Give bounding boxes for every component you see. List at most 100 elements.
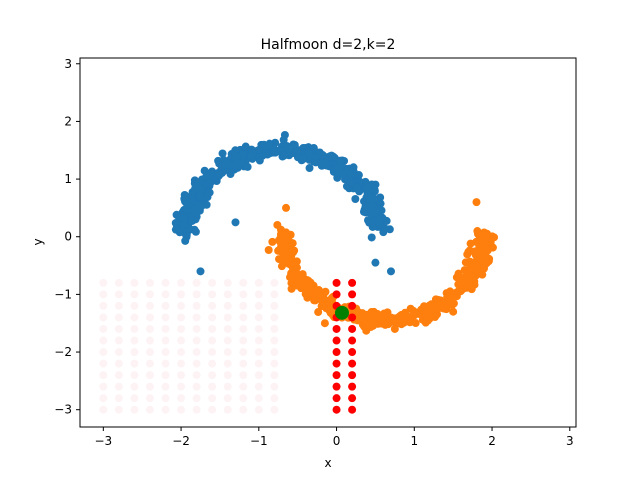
lower-moon-point bbox=[314, 308, 323, 317]
lower-moon-point bbox=[268, 237, 277, 246]
faint-grid-point bbox=[114, 290, 123, 299]
upper-moon-point bbox=[305, 164, 314, 173]
faint-grid-point bbox=[161, 348, 170, 357]
x-tick-label: 3 bbox=[566, 434, 574, 448]
probe-grid-point bbox=[348, 278, 357, 287]
faint-grid-point bbox=[114, 359, 123, 368]
y-tick-label: 2 bbox=[64, 114, 72, 128]
upper-moon-point bbox=[243, 162, 252, 171]
probe-grid-point bbox=[348, 405, 357, 414]
upper-moon-point bbox=[181, 192, 190, 201]
probe-grid-point bbox=[348, 394, 357, 403]
lower-moon-point bbox=[439, 304, 448, 313]
upper-moon-point bbox=[318, 158, 327, 167]
upper-moon-point bbox=[179, 219, 188, 228]
upper-moon-point bbox=[364, 183, 373, 192]
probe-grid-point bbox=[348, 313, 357, 322]
upper-moon-point bbox=[347, 178, 356, 187]
faint-grid-point bbox=[130, 301, 139, 310]
upper-moon-point bbox=[179, 213, 188, 222]
faint-grid-point bbox=[254, 371, 263, 380]
upper-moon-point bbox=[367, 233, 376, 242]
faint-grid-point bbox=[270, 348, 279, 357]
faint-grid-point bbox=[145, 359, 154, 368]
x-tick-label: 0 bbox=[333, 434, 341, 448]
lower-moon-point bbox=[289, 264, 298, 273]
faint-grid-point bbox=[161, 359, 170, 368]
faint-grid-point bbox=[192, 405, 201, 414]
faint-grid-point bbox=[177, 371, 186, 380]
faint-grid-point bbox=[130, 336, 139, 345]
lower-moon-point bbox=[472, 198, 481, 207]
upper-moon-point bbox=[317, 150, 326, 159]
faint-grid-point bbox=[130, 278, 139, 287]
faint-grid-point bbox=[270, 405, 279, 414]
axes-frame bbox=[79, 57, 577, 428]
faint-grid-point bbox=[239, 359, 248, 368]
upper-moon-point bbox=[191, 227, 200, 236]
faint-grid-point bbox=[177, 336, 186, 345]
upper-moon-point bbox=[260, 140, 269, 149]
probe-grid-point bbox=[332, 359, 341, 368]
y-tick-label: −3 bbox=[54, 403, 72, 417]
faint-grid-point bbox=[130, 371, 139, 380]
faint-grid-point bbox=[208, 405, 217, 414]
lower-moon-point bbox=[406, 304, 415, 313]
lower-moon-point bbox=[273, 220, 282, 229]
faint-grid-point bbox=[223, 405, 232, 414]
upper-moon-point bbox=[181, 236, 190, 245]
faint-grid-point bbox=[177, 348, 186, 357]
upper-moon-point bbox=[336, 156, 345, 165]
faint-grid-point bbox=[208, 382, 217, 391]
faint-grid-point bbox=[239, 405, 248, 414]
faint-grid-point bbox=[254, 348, 263, 357]
x-axis-ticks: −3 −2 −1 0 1 2 3 bbox=[94, 427, 574, 448]
faint-grid-point bbox=[192, 382, 201, 391]
faint-grid-point bbox=[130, 324, 139, 333]
x-tick-label: 1 bbox=[410, 434, 418, 448]
y-axis-ticks: −3 −2 −1 0 1 2 3 bbox=[54, 57, 80, 417]
faint-grid-point bbox=[192, 278, 201, 287]
upper-moon-point bbox=[333, 164, 342, 173]
faint-grid-point bbox=[223, 348, 232, 357]
upper-moon-point bbox=[232, 153, 241, 162]
upper-moon-point bbox=[231, 218, 240, 227]
faint-grid-point bbox=[192, 336, 201, 345]
upper-moon-point bbox=[351, 194, 360, 203]
faint-grid-point bbox=[161, 405, 170, 414]
faint-grid-point bbox=[99, 336, 108, 345]
upper-moon-point bbox=[293, 147, 302, 156]
faint-grid-point bbox=[223, 278, 232, 287]
upper-moon-point bbox=[305, 148, 314, 157]
faint-grid-point bbox=[223, 290, 232, 299]
upper-moon-point bbox=[247, 151, 256, 160]
lower-moon-point bbox=[264, 246, 273, 254]
upper-moon-point bbox=[367, 202, 376, 211]
lower-moon-point bbox=[325, 296, 334, 305]
upper-moon-point bbox=[193, 201, 202, 210]
faint-grid-point bbox=[130, 405, 139, 414]
faint-grid-point bbox=[208, 301, 217, 310]
faint-grid-point bbox=[161, 382, 170, 391]
lower-moon-point bbox=[294, 271, 303, 280]
faint-grid-point bbox=[145, 371, 154, 380]
faint-grid-point bbox=[114, 405, 123, 414]
lower-moon-point bbox=[283, 251, 292, 260]
lower-moon-point bbox=[412, 309, 421, 318]
probe-grid-point bbox=[332, 290, 341, 299]
upper-moon-point bbox=[346, 171, 355, 180]
lower-moon-point bbox=[477, 244, 486, 253]
faint-grid-point bbox=[99, 348, 108, 357]
faint-grid-point bbox=[177, 324, 186, 333]
faint-grid-point bbox=[145, 324, 154, 333]
upper-moon-point bbox=[218, 149, 227, 158]
faint-grid-point bbox=[161, 324, 170, 333]
upper-moon-point bbox=[376, 199, 385, 208]
faint-grid-point bbox=[270, 301, 279, 310]
upper-moon-point bbox=[298, 154, 307, 163]
upper-moon-point bbox=[361, 204, 370, 213]
faint-grid-point bbox=[208, 290, 217, 299]
faint-grid-point bbox=[177, 382, 186, 391]
faint-grid-point bbox=[114, 336, 123, 345]
probe-grid-point bbox=[348, 290, 357, 299]
